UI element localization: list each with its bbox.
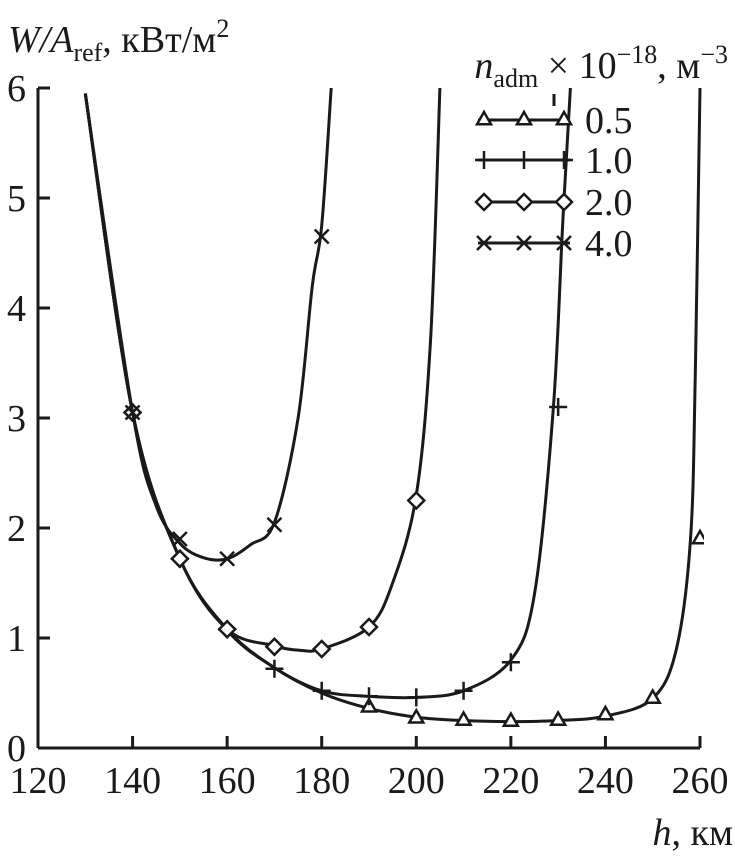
data-point-diamond (264, 637, 285, 657)
y-tick-label: 1 (7, 618, 26, 660)
data-point-diamond (217, 619, 237, 639)
data-point-cross (219, 550, 236, 567)
data-point-diamond (311, 639, 332, 659)
x-tick-label: 140 (104, 760, 161, 802)
y-tick-label: 2 (7, 508, 26, 550)
legend-item-0.5: 0.5 (474, 100, 633, 142)
data-point-triangle (548, 709, 568, 726)
data-point-diamond (359, 617, 379, 637)
legend-marker (515, 151, 533, 169)
legend-item-4.0: 4.0 (476, 223, 633, 265)
x-tick-label: 260 (672, 760, 729, 802)
legend-label: 1.0 (585, 140, 633, 182)
legend-marker (554, 109, 574, 126)
y-tick-label: 6 (7, 68, 26, 110)
x-tick-label: 120 (10, 760, 67, 802)
x-axis-label: h, км (652, 812, 733, 854)
legend-item-2.0: 2.0 (474, 182, 633, 224)
svg-text:W/Aref, кВт/м2: W/Aref, кВт/м2 (8, 14, 229, 67)
data-point-triangle (407, 707, 426, 724)
y-tick-label: 0 (7, 728, 26, 770)
y-tick-label: 4 (7, 288, 26, 330)
axes: 120 140 160 180 200 220 240 260 0 1 2 3 4 5 6 (7, 68, 729, 802)
legend-marker (474, 192, 494, 212)
legend-title: nadm × 10−18, м−3 (474, 40, 728, 93)
data-point-plus (501, 653, 520, 672)
legend-label: 4.0 (585, 223, 633, 265)
svg-text:h, км: h, км (652, 812, 733, 854)
x-tick-label: 240 (577, 760, 634, 802)
x-tick-label: 220 (482, 760, 539, 802)
data-point-cross (313, 228, 330, 245)
series-line (83, 87, 442, 653)
legend-item-1.0: 1.0 (475, 140, 633, 182)
data-point-plus (549, 398, 568, 416)
data-point-cross (266, 516, 283, 533)
data-point-triangle (596, 704, 615, 721)
legend-label: 0.5 (585, 100, 633, 142)
legend: 0.51.02.04.0 (474, 94, 633, 265)
x-tick-label: 200 (388, 760, 445, 802)
series-line (83, 87, 572, 700)
legend-label: 2.0 (585, 182, 633, 224)
svg-text:nadm × 10−18, м−3: nadm × 10−18, м−3 (474, 40, 728, 93)
legend-marker (514, 192, 534, 212)
series-layer (83, 87, 704, 728)
data-point-triangle (454, 709, 473, 726)
series-2.0 (83, 87, 442, 659)
series-1.0 (83, 87, 572, 707)
y-tick-label: 3 (7, 398, 26, 440)
data-point-triangle (690, 528, 704, 545)
data-point-diamond (170, 549, 190, 569)
y-axis-label: W/Aref, кВт/м2 (8, 14, 229, 67)
data-point-cross (124, 404, 141, 421)
data-point-plus (312, 681, 331, 700)
data-point-plus (265, 659, 284, 678)
series-4.0 (83, 87, 333, 567)
legend-marker (474, 109, 494, 126)
data-point-triangle (501, 711, 521, 728)
x-tick-label: 160 (199, 760, 256, 802)
legend-marker (514, 109, 534, 126)
series-line (83, 87, 333, 562)
data-point-diamond (406, 490, 427, 511)
data-point-plus (360, 687, 378, 706)
data-point-plus (407, 688, 426, 707)
data-point-plus (454, 681, 473, 700)
legend-marker (475, 151, 493, 169)
y-tick-label: 5 (7, 178, 26, 220)
data-point-triangle (643, 687, 662, 704)
data-point-cross (171, 531, 188, 547)
legend-marker (516, 235, 532, 251)
legend-marker (554, 192, 574, 212)
legend-marker (556, 235, 572, 251)
legend-marker (555, 151, 573, 169)
x-tick-label: 180 (293, 760, 350, 802)
legend-marker (476, 235, 492, 251)
data-point-triangle (359, 696, 379, 713)
